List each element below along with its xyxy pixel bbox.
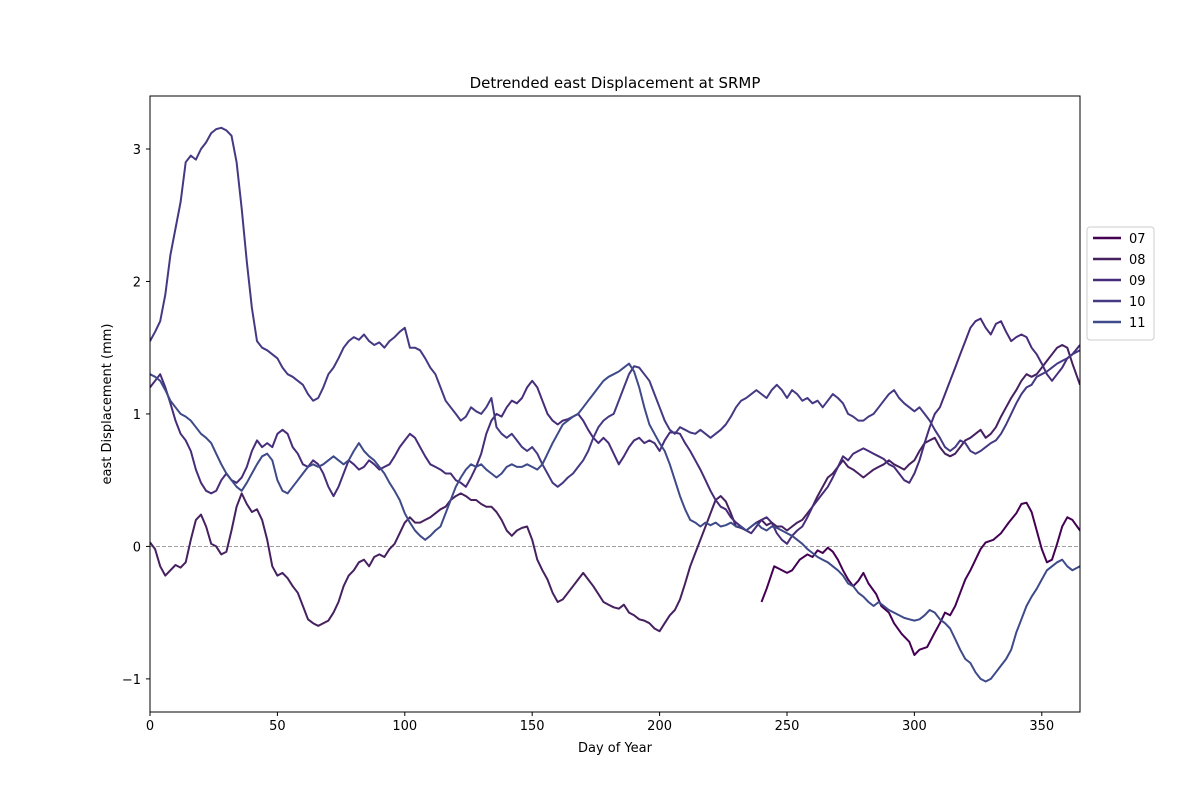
series-line-08 [150,344,1080,633]
legend-label-08: 08 [1129,253,1146,268]
y-tick-label: 1 [133,408,141,423]
series-line-09 [150,317,1080,545]
y-tick-label: 2 [133,275,141,290]
x-tick-label: 200 [647,719,672,734]
legend-label-07: 07 [1129,232,1146,247]
x-tick-label: 0 [146,719,154,734]
y-tick-label: 0 [133,540,141,555]
chart-title: Detrended east Displacement at SRMP [470,74,761,92]
series-line-10 [150,126,1080,488]
y-tick-label: −1 [122,673,141,688]
x-axis-label: Day of Year [578,741,653,756]
x-tick-label: 250 [775,719,800,734]
legend-box [1086,226,1155,341]
y-tick-label: 3 [133,143,141,158]
y-axis-label: east Displacement (mm) [100,324,115,485]
x-tick-label: 150 [520,719,545,734]
y-axis-ticks: −1 0 1 2 3 [122,143,150,688]
x-axis-ticks: 0 50 100 150 200 250 300 350 [146,712,1054,734]
series-group [150,126,1080,683]
legend: 07 08 09 10 11 [1086,226,1155,341]
series-line-11 [150,362,1080,683]
x-tick-label: 300 [902,719,927,734]
x-tick-label: 100 [392,719,417,734]
series-line-07 [760,501,1080,656]
plot-frame [149,95,1081,713]
x-tick-label: 350 [1029,719,1054,734]
legend-label-10: 10 [1129,295,1146,310]
legend-label-09: 09 [1129,274,1146,289]
x-tick-label: 50 [269,719,286,734]
legend-label-11: 11 [1129,316,1146,331]
